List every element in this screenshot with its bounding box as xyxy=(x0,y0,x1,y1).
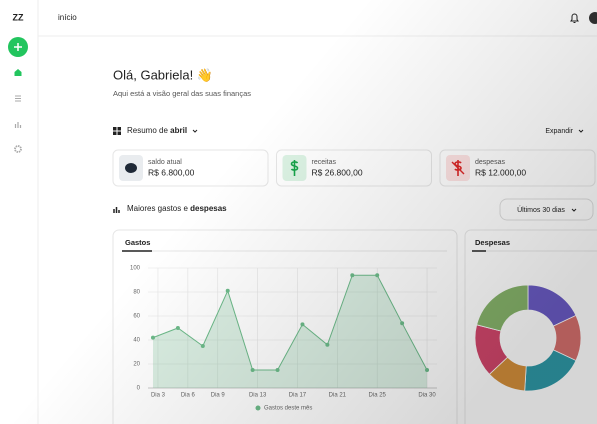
x-tick-label: Dia 6 xyxy=(181,393,196,399)
summary-prefix: Resumo de xyxy=(127,126,170,135)
card-label: saldo atual xyxy=(148,159,182,166)
section-title: Maiores gastos e despesas xyxy=(127,204,227,213)
card-value: R$ 26.800,00 xyxy=(312,167,363,177)
point xyxy=(250,368,255,372)
bell-icon[interactable] xyxy=(570,13,579,23)
card-value: R$ 6.800,00 xyxy=(148,167,195,177)
avatar[interactable] xyxy=(589,12,597,24)
chevron xyxy=(578,129,584,133)
card-label: despesas xyxy=(475,159,505,166)
greeting-subtitle: Aqui está a visão geral das suas finança… xyxy=(113,89,251,98)
filter-label: Últimos 30 dias xyxy=(517,205,565,214)
card-label: receitas xyxy=(312,159,337,166)
logo: ZZ xyxy=(13,12,24,22)
point xyxy=(225,288,230,293)
y-tick-label: 60 xyxy=(133,314,140,320)
point xyxy=(150,335,155,340)
x-tick-label: Dia 9 xyxy=(211,393,226,399)
legend-label: Gastos deste mês xyxy=(264,406,312,412)
summary-icon xyxy=(113,131,117,135)
x-tick-label: Dia 13 xyxy=(249,393,267,399)
summary-title[interactable]: Resumo de abril xyxy=(127,126,187,135)
summary-month: abril xyxy=(170,126,187,135)
settings-icon[interactable] xyxy=(14,145,22,153)
y-tick-label: 100 xyxy=(130,266,141,272)
tab-label[interactable]: Gastos xyxy=(125,238,150,247)
summary-icon xyxy=(117,131,121,135)
y-tick-label: 40 xyxy=(133,338,140,344)
point xyxy=(400,321,405,326)
point xyxy=(200,344,205,348)
summary-icon xyxy=(117,127,121,131)
chevron xyxy=(192,129,198,133)
home-icon[interactable] xyxy=(14,69,22,76)
section-bold: despesas xyxy=(190,204,227,213)
y-tick-label: 80 xyxy=(133,290,140,296)
point xyxy=(275,368,280,372)
card-value: R$ 12.000,00 xyxy=(475,167,526,177)
page-title: início xyxy=(58,13,77,22)
x-tick-label: Dia 17 xyxy=(289,393,307,399)
point xyxy=(300,322,305,327)
point xyxy=(375,273,380,278)
x-tick-label: Dia 25 xyxy=(369,393,387,399)
expand-button[interactable]: Expandir xyxy=(545,128,573,135)
section-icon xyxy=(113,207,120,213)
summary-icon xyxy=(113,127,117,131)
point xyxy=(425,368,430,372)
x-tick-label: Dia 3 xyxy=(151,393,166,399)
point xyxy=(325,342,330,347)
point xyxy=(350,273,355,278)
card-icon xyxy=(125,163,137,173)
x-tick-label: Dia 21 xyxy=(329,393,347,399)
list-icon[interactable] xyxy=(15,95,21,102)
section-prefix: Maiores gastos e xyxy=(127,204,190,213)
tab-label[interactable]: Despesas xyxy=(475,238,510,247)
legend-swatch xyxy=(255,405,261,411)
y-tick-label: 20 xyxy=(133,362,140,368)
chart-icon[interactable] xyxy=(14,122,22,128)
point xyxy=(175,326,180,330)
greeting-title: Olá, Gabriela! 👋 xyxy=(113,67,213,83)
x-tick-label: Dia 30 xyxy=(418,393,436,399)
sidebar: ZZ xyxy=(8,0,39,424)
